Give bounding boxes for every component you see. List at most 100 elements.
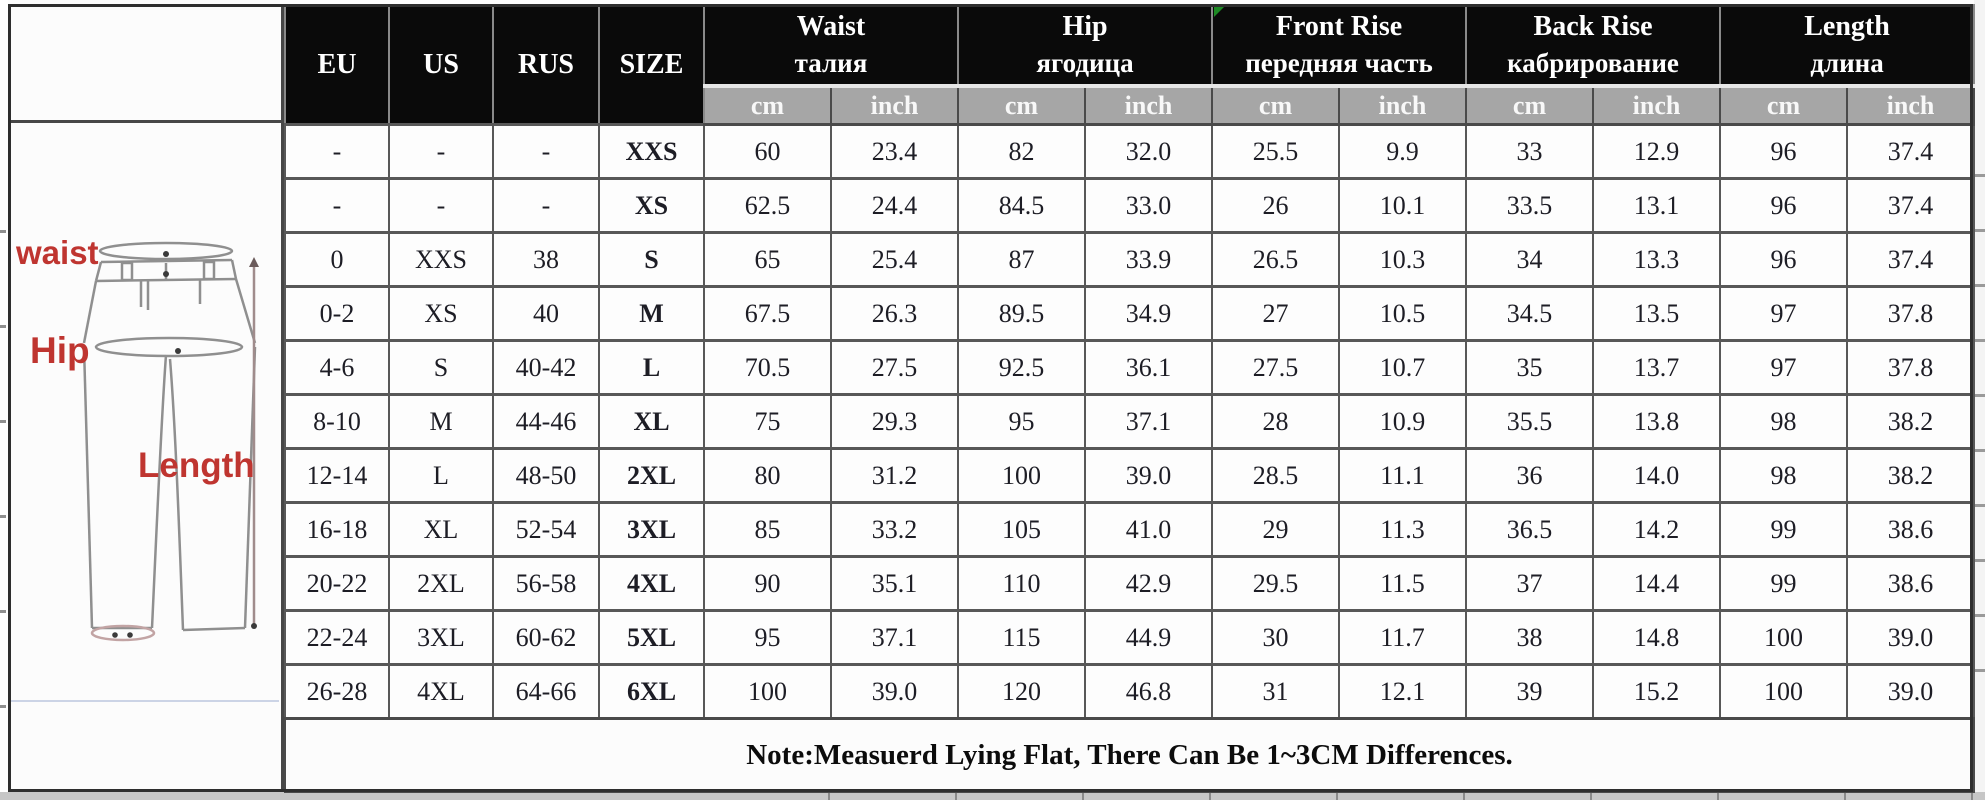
cell-hip-cm: 105 xyxy=(957,501,1086,558)
cell-hip-cm: 89.5 xyxy=(957,285,1086,342)
cell-rus: - xyxy=(492,123,600,180)
hem-dot xyxy=(127,632,133,638)
cell-hip-cm: 100 xyxy=(957,447,1086,504)
cell-length-inch: 39.0 xyxy=(1846,663,1976,720)
cell-size: 2XL xyxy=(598,447,705,504)
group-header-back-rise-en: Back Rise xyxy=(1533,11,1653,43)
unit-header-hip-inch: inch xyxy=(1083,85,1214,126)
cell-size: M xyxy=(598,285,705,342)
cell-size: 4XL xyxy=(598,555,705,612)
cell-hip-inch: 34.9 xyxy=(1083,285,1214,342)
cell-back-rise-cm: 33 xyxy=(1465,123,1595,180)
cell-length-inch: 38.6 xyxy=(1846,555,1976,612)
cell-waist-cm: 67.5 xyxy=(703,285,832,342)
cell-length-inch: 37.8 xyxy=(1846,339,1976,396)
cell-back-rise-inch: 12.9 xyxy=(1592,123,1722,180)
group-header-waist-en: Waist xyxy=(796,11,866,43)
group-header-length: Length длина xyxy=(1719,4,1976,88)
cell-hip-cm: 115 xyxy=(957,609,1086,666)
cell-us: - xyxy=(388,123,494,180)
cell-hip-cm: 110 xyxy=(957,555,1086,612)
cell-hip-inch: 33.9 xyxy=(1083,231,1214,288)
group-header-hip-ru: ягодица xyxy=(1036,47,1134,78)
header-row-units: cm inch cm inch cm inch cm inch cm inch xyxy=(285,85,1976,126)
cell-rus: 60-62 xyxy=(492,609,600,666)
cell-waist-inch: 24.4 xyxy=(830,177,959,234)
excel-comment-marker-icon xyxy=(1214,7,1225,17)
table-row: 0-2 XS 40 M 67.5 26.3 89.5 34.9 27 10.5 34.5 13.5 97… xyxy=(284,285,1976,342)
cell-length-cm: 96 xyxy=(1719,177,1849,234)
cell-waist-inch: 26.3 xyxy=(830,285,959,342)
hem-dot xyxy=(112,632,118,638)
cell-back-rise-cm: 35 xyxy=(1465,339,1595,396)
cell-us: XL xyxy=(388,501,494,558)
size-chart-table: EU US RUS SIZE Waist талия Hip ягодица F… xyxy=(283,4,1976,793)
cell-back-rise-inch: 13.7 xyxy=(1592,339,1722,396)
cell-front-rise-inch: 10.7 xyxy=(1338,339,1468,396)
cell-front-rise-inch: 10.3 xyxy=(1338,231,1468,288)
cell-size: 3XL xyxy=(598,501,705,558)
cell-eu: 0-2 xyxy=(284,285,390,342)
cell-rus: 40 xyxy=(492,285,600,342)
cell-waist-cm: 80 xyxy=(703,447,832,504)
cell-front-rise-inch: 11.5 xyxy=(1338,555,1468,612)
table-row: - - - XXS 60 23.4 82 32.0 25.5 9.9 33 12.9 96 37.4 xyxy=(284,123,1976,180)
unit-header-front-rise-inch: inch xyxy=(1338,85,1468,126)
cell-eu: 22-24 xyxy=(284,609,390,666)
cell-length-cm: 99 xyxy=(1719,555,1849,612)
cell-back-rise-cm: 37 xyxy=(1465,555,1595,612)
hem-measure-ellipse xyxy=(90,624,156,642)
cell-eu: 20-22 xyxy=(284,555,390,612)
unit-header-waist-cm: cm xyxy=(703,85,832,126)
cell-hip-inch: 46.8 xyxy=(1083,663,1214,720)
unit-header-back-rise-inch: inch xyxy=(1592,85,1722,126)
waist-dot xyxy=(163,251,169,257)
pants-measurement-diagram: waist Hip Length xyxy=(10,234,279,702)
sheet-left-margin xyxy=(0,0,8,792)
cell-eu: 26-28 xyxy=(284,663,390,720)
group-header-back-rise: Back Rise кабрирование xyxy=(1465,4,1722,88)
cell-waist-cm: 95 xyxy=(703,609,832,666)
cell-eu: 4-6 xyxy=(284,339,390,396)
cell-us: XS xyxy=(388,285,494,342)
group-header-front-rise: Front Rise передняя часть xyxy=(1211,4,1468,88)
cell-rus: 56-58 xyxy=(492,555,600,612)
cell-size: L xyxy=(598,339,705,396)
cell-size: 6XL xyxy=(598,663,705,720)
cell-eu: 8-10 xyxy=(284,393,390,450)
group-header-front-rise-en: Front Rise xyxy=(1275,11,1403,43)
table-row: 22-24 3XL 60-62 5XL 95 37.1 115 44.9 30 11.7 38 14.… xyxy=(284,609,1976,666)
cell-back-rise-inch: 13.3 xyxy=(1592,231,1722,288)
cell-eu: - xyxy=(284,123,390,180)
cell-us: 3XL xyxy=(388,609,494,666)
belt-dot xyxy=(163,271,169,277)
cell-hip-inch: 36.1 xyxy=(1083,339,1214,396)
unit-header-hip-cm: cm xyxy=(957,85,1086,126)
cell-us: 4XL xyxy=(388,663,494,720)
hip-dot xyxy=(175,348,181,354)
table-row: 4-6 S 40-42 L 70.5 27.5 92.5 36.1 27.5 10.7 35 13.7… xyxy=(284,339,1976,396)
cell-length-inch: 38.6 xyxy=(1846,501,1976,558)
cell-hip-inch: 41.0 xyxy=(1083,501,1214,558)
cell-front-rise-inch: 11.7 xyxy=(1338,609,1468,666)
cell-waist-inch: 29.3 xyxy=(830,393,959,450)
cell-us: XXS xyxy=(388,231,494,288)
table-row: - - - XS 62.5 24.4 84.5 33.0 26 10.1 33.5 13.1 96 37.… xyxy=(284,177,1976,234)
cell-rus: 40-42 xyxy=(492,339,600,396)
cell-eu: 12-14 xyxy=(284,447,390,504)
cell-back-rise-inch: 14.0 xyxy=(1592,447,1722,504)
cell-waist-inch: 27.5 xyxy=(830,339,959,396)
cell-waist-inch: 37.1 xyxy=(830,609,959,666)
waist-label: waist xyxy=(15,234,99,271)
cell-waist-inch: 39.0 xyxy=(830,663,959,720)
table-row: 20-22 2XL 56-58 4XL 90 35.1 110 42.9 29.5 11.5 37 1… xyxy=(284,555,1976,612)
cell-length-cm: 100 xyxy=(1719,609,1849,666)
cell-size: XXS xyxy=(598,123,705,180)
cell-length-cm: 98 xyxy=(1719,447,1849,504)
cell-front-rise-cm: 31 xyxy=(1211,663,1341,720)
unit-header-length-inch: inch xyxy=(1846,85,1976,126)
cell-us: - xyxy=(388,177,494,234)
cell-back-rise-cm: 35.5 xyxy=(1465,393,1595,450)
group-header-back-rise-ru: кабрирование xyxy=(1507,47,1679,78)
cell-waist-cm: 85 xyxy=(703,501,832,558)
